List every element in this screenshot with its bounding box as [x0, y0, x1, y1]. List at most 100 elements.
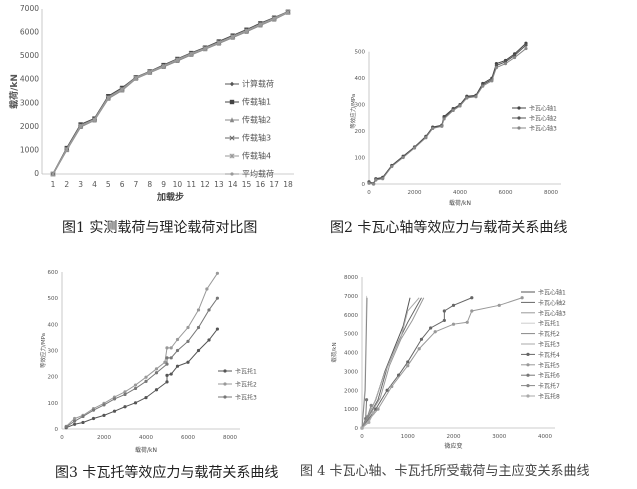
data-point: [424, 136, 428, 140]
y-tick-label: 500: [48, 296, 59, 302]
data-point: [148, 70, 152, 74]
data-point: [231, 34, 235, 39]
y-tick-label: 2000: [20, 122, 39, 131]
series-line: [52, 11, 289, 175]
y-tick-label: 600: [48, 270, 59, 276]
series-line: [361, 297, 425, 429]
x-tick-label: 4000: [538, 434, 552, 440]
legend-marker: [526, 352, 530, 356]
legend-marker: [526, 363, 530, 367]
caption-fig2: 图2 卡瓦心轴等效应力与载荷关系曲线: [330, 217, 567, 237]
data-point: [470, 309, 474, 313]
x-tick-label: 8000: [544, 190, 558, 196]
data-point: [490, 79, 494, 83]
legend-label: 卡瓦托6: [538, 372, 560, 380]
series-1: [361, 297, 411, 429]
legend-marker: [229, 117, 235, 123]
data-point: [244, 29, 249, 33]
series-line: [361, 297, 411, 429]
x-tick-label: 4: [92, 180, 97, 189]
x-tick-label: 17: [269, 180, 279, 189]
series-line: [52, 11, 289, 175]
data-point: [73, 422, 77, 426]
x-tick-label: 10: [173, 180, 183, 189]
legend-label: 卡瓦托2: [538, 330, 560, 338]
data-point: [81, 414, 85, 419]
data-point: [215, 296, 219, 300]
data-point: [520, 296, 524, 300]
caption-fig1-text: 实测载荷与理论载荷对比图: [89, 220, 258, 236]
data-point: [406, 364, 410, 368]
legend-label: 卡瓦托4: [538, 351, 560, 359]
y-tick-label: 400: [355, 76, 366, 82]
x-tick-label: 7: [134, 180, 139, 189]
data-point: [169, 372, 173, 376]
data-point: [451, 108, 455, 113]
data-point: [451, 322, 456, 326]
legend-marker: [517, 106, 521, 110]
data-point: [465, 320, 469, 324]
x-tick-label: 18: [283, 180, 293, 189]
legend-label: 卡瓦托3: [538, 341, 560, 349]
series-11: [360, 411, 376, 430]
data-point: [196, 308, 201, 312]
data-point: [385, 388, 389, 392]
x-tick-label: 8000: [223, 435, 237, 441]
legend-marker: [223, 382, 227, 386]
caption-fig4-text: 卡瓦心轴、卡瓦托所受载荷与主应变关系曲线: [329, 464, 590, 479]
data-point: [207, 338, 211, 342]
x-tick-label: 3000: [492, 434, 506, 440]
series-5: [361, 297, 368, 429]
data-point: [360, 426, 364, 430]
y-tick-label: 7000: [20, 4, 39, 13]
x-tick-label: 2000: [408, 190, 422, 196]
legend-label: 卡瓦心轴3: [529, 125, 557, 133]
data-point: [203, 46, 207, 50]
data-point: [186, 339, 190, 343]
legend-label: 卡瓦托7: [538, 382, 560, 390]
data-point: [73, 419, 77, 423]
series-line: [368, 48, 527, 185]
data-point: [175, 348, 180, 353]
data-point: [474, 95, 478, 99]
chart-4: 0 1000 2000 3000 4000 0 1000 2000 3000 4000 5000 60…: [330, 275, 566, 450]
x-tick-label: 0: [60, 435, 64, 441]
legend-label: 传载轴3: [242, 133, 271, 143]
legend-marker: [223, 369, 227, 373]
data-point: [365, 415, 370, 419]
legend-marker: [526, 373, 530, 377]
x-tick-label: 0: [360, 434, 364, 440]
x-tick-label: 9: [161, 180, 166, 189]
data-point: [513, 55, 517, 60]
caption-fig2-text: 卡瓦心轴等效应力与载荷关系曲线: [357, 220, 568, 236]
data-point: [175, 364, 180, 368]
legend-label: 卡瓦托5: [538, 361, 560, 369]
data-point: [465, 96, 469, 100]
y-tick-label: 6000: [344, 313, 358, 319]
caption-fig1-number: 图1: [62, 220, 85, 236]
x-axis-label: 加载步: [156, 191, 184, 203]
y-tick-label: 5000: [20, 51, 39, 60]
caption-fig4: 图 4 卡瓦心轴、卡瓦托所受载荷与主应变关系曲线: [300, 460, 590, 479]
legend-label: 卡瓦托2: [235, 381, 257, 389]
series-8: [360, 296, 524, 430]
series-6: [51, 10, 290, 176]
data-point: [154, 367, 159, 371]
data-point: [65, 147, 69, 151]
data-point: [73, 416, 77, 421]
data-point: [133, 383, 138, 387]
legend-label: 传载轴2: [242, 115, 271, 125]
y-tick-label: 4000: [344, 351, 358, 357]
y-tick-label: 1000: [20, 145, 39, 154]
y-tick-label: 0: [34, 169, 39, 178]
x-tick-label: 6000: [499, 190, 513, 196]
data-point: [258, 22, 262, 26]
y-tick-label: 4000: [20, 75, 39, 84]
data-point: [91, 408, 96, 412]
series-line: [368, 44, 527, 185]
y-tick-label: 3000: [344, 369, 358, 375]
legend-label: 卡瓦托1: [235, 368, 257, 376]
data-point: [442, 318, 446, 323]
y-tick-label: 200: [48, 375, 59, 381]
